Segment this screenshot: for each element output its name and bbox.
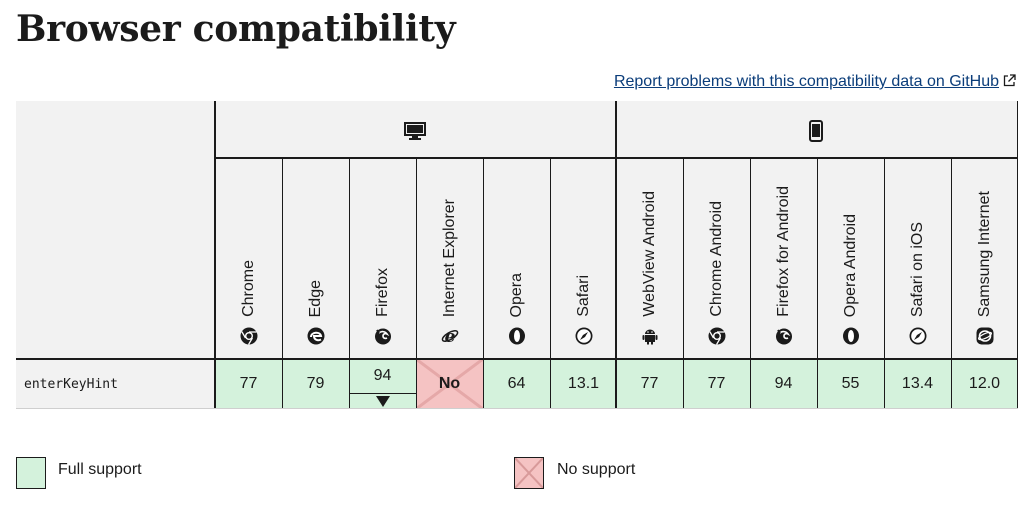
- browser-header-webview-android: WebView Android: [616, 158, 683, 359]
- triangle-down-icon: [375, 396, 390, 407]
- no-support-cross-icon: [416, 359, 483, 409]
- browser-name: Chrome: [239, 260, 257, 317]
- support-cell-opera-android: 55: [817, 359, 884, 409]
- browser-header-safari: Safari: [550, 158, 617, 359]
- support-cell-webview-android: 77: [616, 359, 683, 409]
- samsung-icon: [976, 327, 994, 345]
- support-value: 12.0: [968, 375, 1001, 392]
- firefox-icon: [374, 327, 392, 345]
- column-divider: [884, 158, 885, 409]
- svg-text:e: e: [444, 327, 455, 345]
- browser-header-opera-android: Opera Android: [817, 158, 884, 359]
- support-cell-firefox-for-android: 94: [750, 359, 817, 409]
- page-title: Browser compatibility: [16, 8, 456, 50]
- column-divider: [483, 158, 484, 409]
- browser-header-safari-on-ios: Safari on iOS: [884, 158, 951, 359]
- column-divider: [817, 158, 818, 409]
- support-cell-opera: 64: [483, 359, 550, 409]
- divider: [215, 157, 1018, 159]
- compat-table: Chrome 77 Edge 79 Firefox 94 Internet Explorer…: [16, 101, 1018, 409]
- column-divider: [282, 158, 283, 409]
- browser-header-chrome-android: Chrome Android: [683, 158, 750, 359]
- support-cell-samsung-internet: 12.0: [951, 359, 1018, 409]
- browser-header-firefox-for-android: Firefox for Android: [750, 158, 817, 359]
- support-value: 77: [640, 375, 659, 392]
- support-cell-firefox[interactable]: 94: [349, 359, 416, 409]
- legend-full-support-label: Full support: [58, 461, 142, 478]
- firefox-icon: [775, 327, 793, 345]
- browser-name: Safari on iOS: [908, 221, 926, 317]
- browser-header-firefox: Firefox: [349, 158, 416, 359]
- safari-icon: [575, 327, 593, 345]
- ie-icon: e: [441, 327, 459, 347]
- divider: [214, 101, 216, 409]
- legend-no-support-label: No support: [557, 461, 636, 478]
- report-problems-link[interactable]: Report problems with this compatibility …: [614, 73, 1016, 91]
- mobile-icon: [809, 120, 823, 142]
- support-value: No: [438, 375, 461, 392]
- support-cell-chrome: 77: [215, 359, 282, 409]
- chrome-icon: [240, 327, 258, 345]
- column-divider: [349, 158, 350, 409]
- browser-name: Internet Explorer: [440, 198, 458, 317]
- browser-name: WebView Android: [640, 191, 658, 317]
- android-icon: [641, 327, 659, 345]
- chrome-icon: [708, 327, 726, 345]
- browser-header-internet-explorer: Internet Explorer e: [416, 158, 483, 359]
- no-support-cross-icon: [514, 457, 544, 489]
- opera-icon: [842, 327, 860, 345]
- corner-header: [16, 101, 215, 359]
- support-value: 94: [373, 367, 392, 384]
- support-value: 77: [707, 375, 726, 392]
- support-value: 55: [841, 375, 860, 392]
- expand-toggle[interactable]: [349, 393, 416, 409]
- support-value: 79: [306, 375, 325, 392]
- browser-name: Safari: [574, 275, 592, 317]
- browser-name: Opera Android: [841, 213, 859, 317]
- support-value: 13.1: [567, 375, 600, 392]
- support-value: 13.4: [901, 375, 934, 392]
- safari-icon: [909, 327, 927, 345]
- support-value: 64: [507, 375, 526, 392]
- support-cell-safari-on-ios: 13.4: [884, 359, 951, 409]
- column-divider: [951, 158, 952, 409]
- external-link-icon: [1003, 74, 1016, 87]
- browser-name: Firefox for Android: [774, 186, 792, 317]
- divider: [16, 408, 1018, 409]
- browser-name: Firefox: [373, 268, 391, 317]
- browser-header-chrome: Chrome: [215, 158, 282, 359]
- feature-name: enterKeyHint: [24, 377, 118, 392]
- feature-row-label-cell: [16, 359, 215, 409]
- support-value: 94: [774, 375, 793, 392]
- support-cell-chrome-android: 77: [683, 359, 750, 409]
- divider: [615, 101, 617, 409]
- browser-header-opera: Opera: [483, 158, 550, 359]
- browser-name: Opera: [507, 272, 525, 317]
- opera-icon: [508, 327, 526, 345]
- column-divider: [416, 158, 417, 409]
- browser-header-edge: Edge: [282, 158, 349, 359]
- browser-name: Samsung Internet: [975, 190, 993, 317]
- report-link-label: Report problems with this compatibility …: [613, 73, 999, 90]
- legend-full-support-swatch: [16, 457, 46, 489]
- column-divider: [550, 158, 551, 409]
- desktop-icon: [404, 122, 426, 140]
- divider: [16, 358, 1018, 360]
- browser-name: Edge: [306, 279, 324, 317]
- support-cell-edge: 79: [282, 359, 349, 409]
- browser-header-samsung-internet: Samsung Internet: [951, 158, 1018, 359]
- support-cell-internet-explorer: No: [416, 359, 483, 409]
- divider: [1017, 101, 1018, 409]
- browser-name: Chrome Android: [707, 201, 725, 317]
- column-divider: [683, 158, 684, 409]
- edge-icon: [307, 327, 325, 345]
- support-cell-safari: 13.1: [550, 359, 617, 409]
- support-value: 77: [239, 375, 258, 392]
- column-divider: [750, 158, 751, 409]
- legend-no-support-swatch: [514, 457, 544, 489]
